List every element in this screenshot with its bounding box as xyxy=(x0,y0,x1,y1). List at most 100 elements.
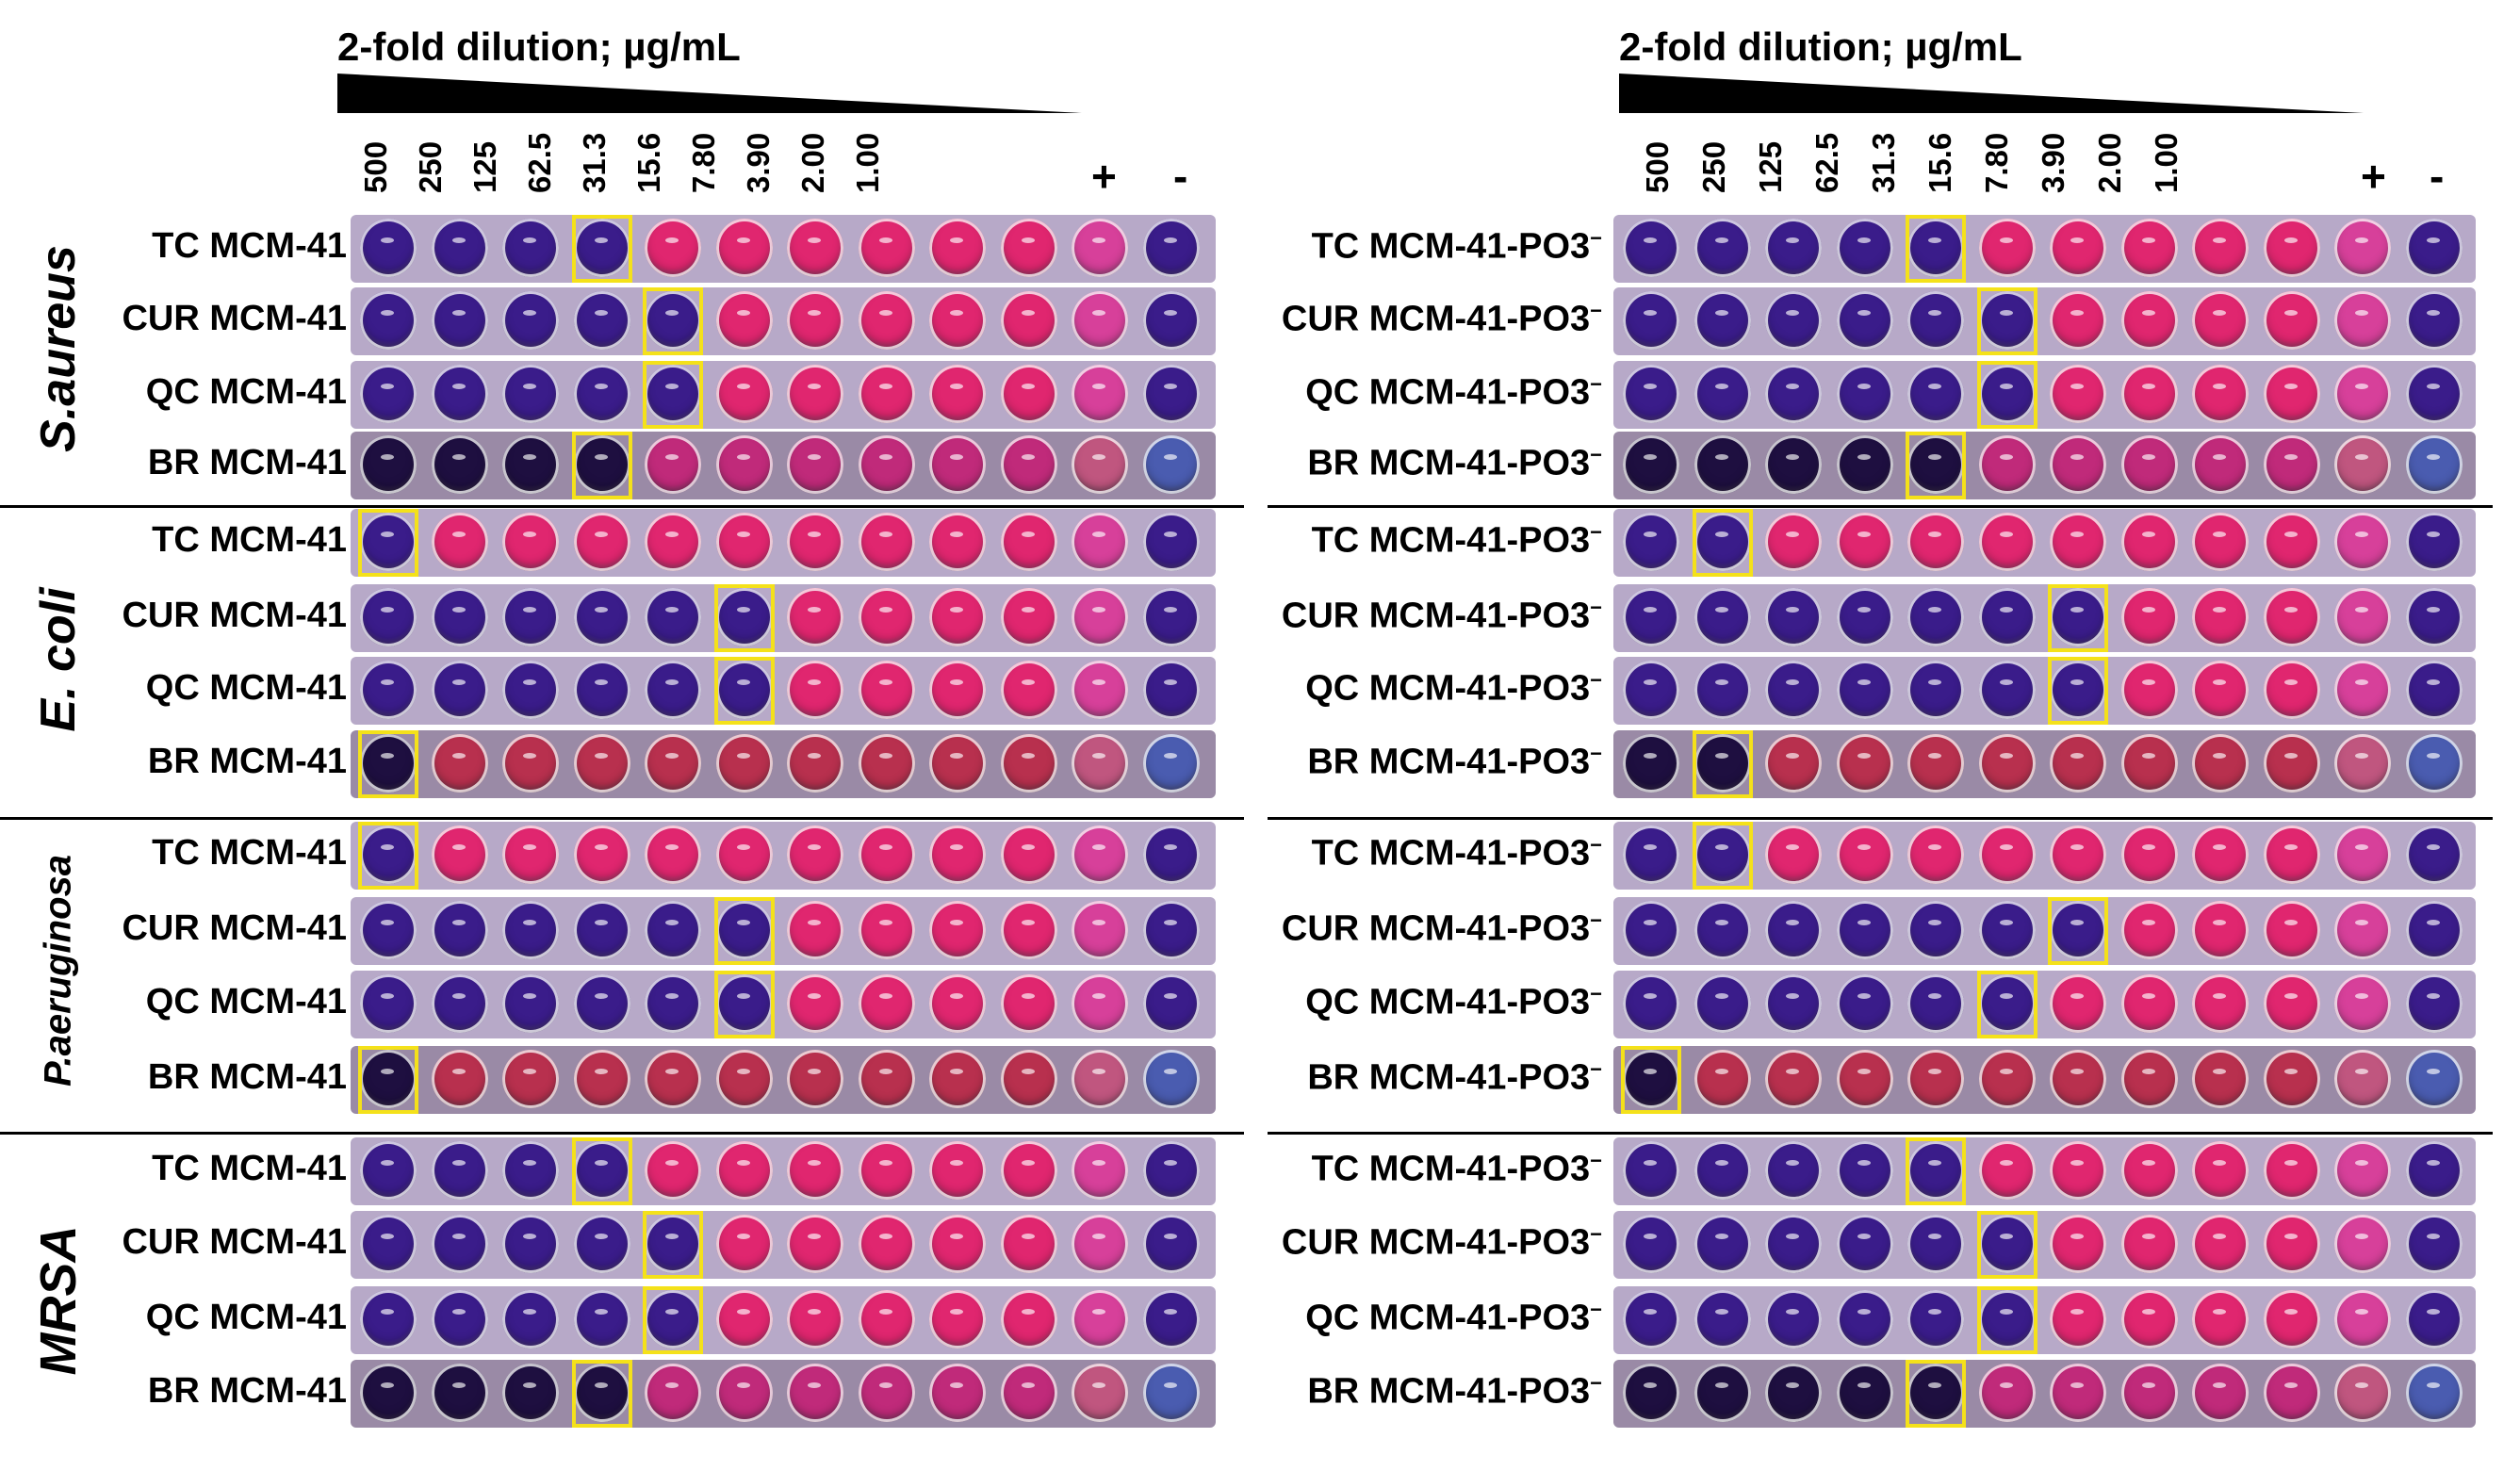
group-separator xyxy=(0,817,1244,820)
well-strip xyxy=(351,657,1216,725)
well xyxy=(2120,1050,2178,1108)
well xyxy=(573,974,630,1033)
well xyxy=(2120,513,2178,571)
well xyxy=(858,1050,915,1108)
mic-highlight-box xyxy=(2048,657,2108,725)
well-positive-control xyxy=(2334,588,2391,646)
row-label-text: BR MCM-41 xyxy=(147,1371,347,1411)
well xyxy=(360,1290,417,1348)
well xyxy=(502,1215,559,1273)
well xyxy=(1694,825,1751,884)
row-label-charge: − xyxy=(1590,668,1602,692)
well xyxy=(1836,435,1893,494)
row-label: QC MCM-41-PO3− xyxy=(1305,1298,1602,1339)
row-label: TC MCM-41 xyxy=(152,520,347,561)
mic-highlight-box xyxy=(1976,971,2037,1038)
row-label-text: TC MCM-41-PO3 xyxy=(1311,520,1591,561)
well-strip xyxy=(351,822,1216,890)
well-strip xyxy=(1613,1360,2476,1428)
well xyxy=(573,1290,630,1348)
row-label: CUR MCM-41-PO3− xyxy=(1282,1222,1602,1264)
well xyxy=(715,974,773,1033)
row-label: QC MCM-41 xyxy=(146,982,347,1022)
well xyxy=(1765,661,1822,719)
well xyxy=(502,513,559,571)
mic-highlight-box xyxy=(1692,822,1753,890)
right-dilution-title: 2-fold dilution; µg/mL xyxy=(1619,25,2022,69)
well xyxy=(929,1215,986,1273)
well xyxy=(1623,974,1679,1033)
well xyxy=(502,1290,559,1348)
well xyxy=(2050,219,2106,277)
well xyxy=(431,365,488,423)
conc-250: 250 xyxy=(1696,140,1731,193)
well xyxy=(2120,588,2178,646)
well xyxy=(2192,825,2249,884)
negative-control-label: - xyxy=(2430,152,2445,201)
mic-highlight-box xyxy=(1906,1137,1966,1205)
well xyxy=(1623,513,1679,571)
well-strip xyxy=(351,432,1216,499)
well xyxy=(1765,291,1822,350)
mic-highlight-box xyxy=(1976,1211,2037,1279)
well-strip xyxy=(1613,657,2476,725)
well xyxy=(645,219,701,277)
well xyxy=(858,825,915,884)
well xyxy=(645,588,701,646)
well xyxy=(858,588,915,646)
well xyxy=(2120,1215,2178,1273)
well xyxy=(1836,661,1893,719)
well xyxy=(360,291,417,350)
well-positive-control xyxy=(1072,661,1128,719)
well xyxy=(1694,1050,1751,1108)
row-label-text: TC MCM-41-PO3 xyxy=(1311,1149,1591,1189)
row-label-text: CUR MCM-41 xyxy=(122,299,347,338)
row-label-text: CUR MCM-41-PO3 xyxy=(1281,299,1591,339)
mic-highlight-box xyxy=(713,897,775,965)
well xyxy=(1694,1141,1751,1200)
well-negative-control xyxy=(2405,219,2463,277)
conc-31-3: 31.3 xyxy=(1866,132,1901,193)
well xyxy=(573,219,630,277)
well xyxy=(573,588,630,646)
well xyxy=(645,734,701,793)
well-strip xyxy=(351,1286,1216,1354)
well xyxy=(645,1050,701,1108)
well xyxy=(1000,901,1057,959)
row-label-text: QC MCM-41 xyxy=(145,1298,347,1337)
well-strip xyxy=(1613,971,2476,1038)
well xyxy=(1978,974,2036,1033)
well xyxy=(1000,291,1057,350)
well-positive-control xyxy=(1072,435,1128,494)
conc-15-6: 15.6 xyxy=(1923,132,1957,193)
well xyxy=(1623,219,1679,277)
well xyxy=(2050,974,2106,1033)
well xyxy=(645,661,701,719)
well-strip xyxy=(1613,584,2476,652)
well xyxy=(1836,734,1893,793)
well xyxy=(2192,1050,2249,1108)
well xyxy=(1000,1364,1057,1422)
well-negative-control xyxy=(2405,974,2463,1033)
well xyxy=(1623,1290,1679,1348)
mic-highlight-box xyxy=(643,287,703,355)
well xyxy=(2192,588,2249,646)
well-strip xyxy=(351,730,1216,798)
well xyxy=(573,825,630,884)
well xyxy=(2192,1215,2249,1273)
well xyxy=(1000,1141,1057,1200)
well-positive-control xyxy=(1072,825,1128,884)
well-negative-control xyxy=(2405,513,2463,571)
row-label-charge: − xyxy=(1590,833,1602,857)
well xyxy=(502,219,559,277)
well xyxy=(2120,1364,2178,1422)
right-header: 2-fold dilution; µg/mL 500 250 125 62.5 … xyxy=(0,0,2520,212)
row-label: CUR MCM-41 xyxy=(122,299,347,339)
row-label-text: TC MCM-41 xyxy=(152,520,347,560)
well xyxy=(1765,825,1822,884)
well xyxy=(360,435,417,494)
row-label-text: CUR MCM-41 xyxy=(122,1222,347,1262)
well-positive-control xyxy=(1072,1050,1128,1108)
row-label-charge: − xyxy=(1590,1371,1602,1395)
row-label: BR MCM-41 xyxy=(148,443,347,483)
